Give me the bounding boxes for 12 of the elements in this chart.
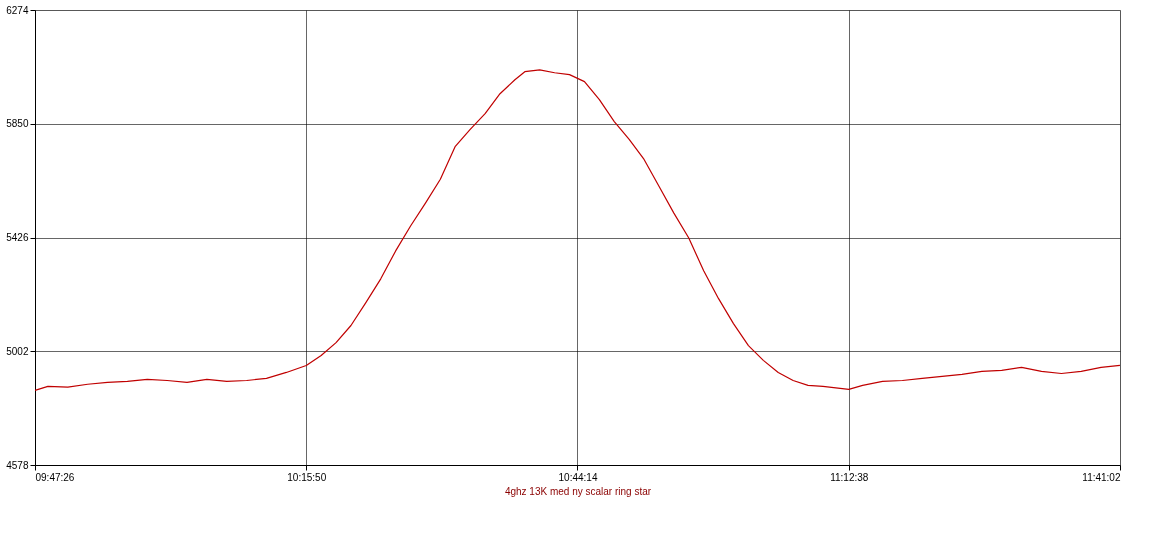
x-tick-label: 10:44:14 — [558, 471, 598, 483]
y-tick-label: 6274 — [6, 4, 29, 16]
line-series — [34, 69, 1121, 392]
x-tick-label: 09:47:26 — [35, 471, 75, 483]
x-tick-label: 11:12:38 — [830, 471, 869, 483]
y-tick-label: 4578 — [6, 459, 29, 471]
y-tick-label: 5426 — [6, 232, 29, 243]
x-axis-title: 4ghz 13K med ny scalar ring star — [504, 485, 652, 497]
x-tick-label: 11:41:02 — [1082, 471, 1121, 483]
x-tick-label: 10:15:50 — [287, 471, 327, 483]
y-tick-label: 5850 — [6, 118, 29, 130]
y-tick-label: 5002 — [6, 345, 29, 357]
